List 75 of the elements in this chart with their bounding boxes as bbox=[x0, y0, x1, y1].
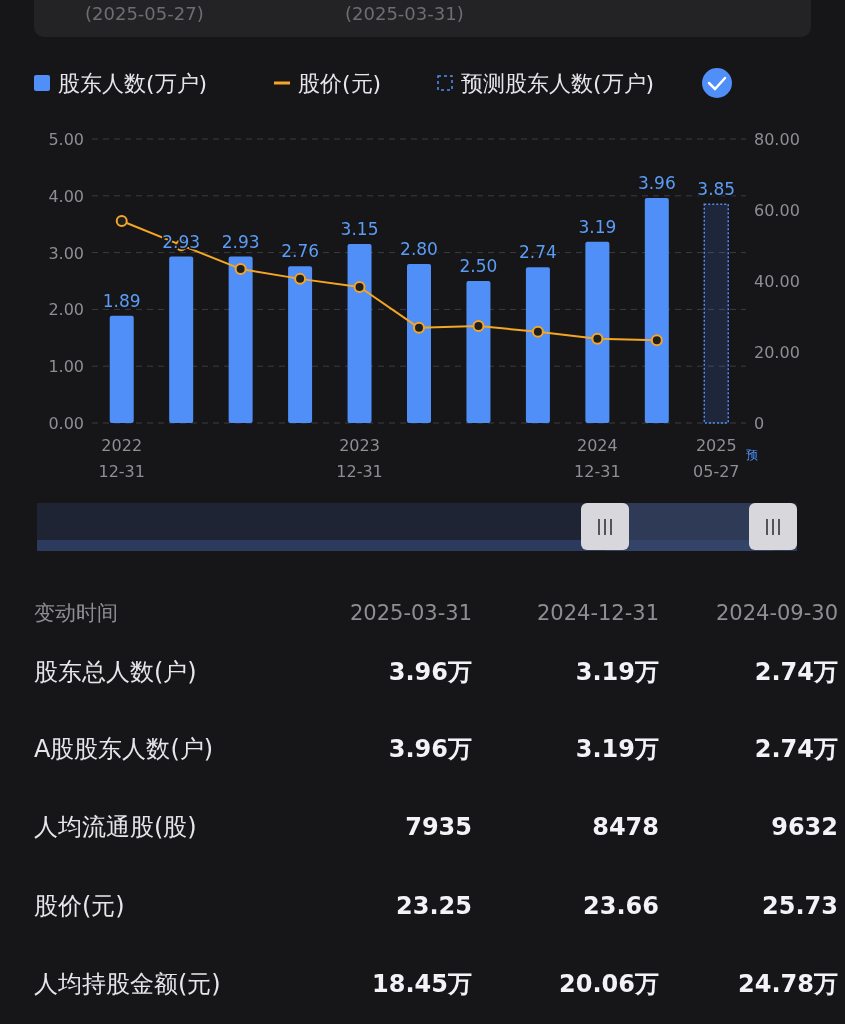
bar bbox=[228, 256, 253, 423]
data-label: 3.15 bbox=[340, 219, 379, 240]
bar bbox=[109, 315, 134, 423]
bar bbox=[525, 267, 550, 423]
data-label: 2.50 bbox=[459, 256, 498, 276]
data-label: 3.96 bbox=[637, 173, 676, 194]
text: 2.74万 bbox=[754, 735, 838, 763]
point bbox=[650, 334, 663, 347]
data-label: 3.19 bbox=[578, 216, 617, 237]
point bbox=[353, 281, 366, 294]
y2-tick-label: 60.00 bbox=[754, 201, 800, 220]
bar bbox=[407, 263, 431, 423]
text: 23.66 bbox=[583, 892, 659, 920]
bar bbox=[347, 244, 372, 423]
point bbox=[234, 262, 247, 275]
text: 18.45万 bbox=[372, 970, 472, 998]
category-label: 2024-12-31 bbox=[536, 601, 659, 625]
text: 3.19万 bbox=[575, 658, 659, 686]
data-label: 2.76 bbox=[281, 241, 320, 262]
point bbox=[115, 215, 128, 228]
data-label: 2.74 bbox=[518, 242, 557, 263]
bar bbox=[466, 281, 491, 423]
category-label: 股东总人数(户) bbox=[34, 658, 197, 686]
bar bbox=[585, 241, 610, 423]
category-label: A股股东人数(户) bbox=[34, 735, 214, 763]
text: (2025-05-27) bbox=[85, 3, 204, 24]
category-label: 2024-09-30 bbox=[715, 601, 838, 625]
data-label: 2.93 bbox=[221, 231, 260, 252]
text: 24.78万 bbox=[738, 970, 838, 998]
point bbox=[531, 325, 544, 338]
bar bbox=[169, 256, 194, 423]
category-label: 股价(元) bbox=[34, 892, 125, 920]
category-label: 人均持股金额(元) bbox=[34, 970, 221, 998]
data-label: 1.89 bbox=[102, 290, 141, 311]
text: 20.06万 bbox=[559, 970, 659, 998]
x-tick-label: 2023 12-31 bbox=[336, 436, 383, 481]
legend-label: 股价(元) bbox=[298, 71, 382, 96]
text: (2025-03-31) bbox=[345, 3, 464, 24]
bar bbox=[644, 198, 669, 423]
text: 3.19万 bbox=[575, 735, 659, 763]
y2-tick-label: 80.00 bbox=[754, 130, 800, 149]
text: 3.96万 bbox=[388, 735, 472, 763]
y-tick-label: 5.00 bbox=[48, 130, 84, 149]
text: 9632 bbox=[771, 813, 838, 841]
legend-label: 股东人数(万户) bbox=[58, 71, 208, 96]
text: 7935 bbox=[405, 813, 472, 841]
bar bbox=[288, 266, 313, 423]
x-tick-label: 2024 12-31 bbox=[574, 436, 621, 481]
y-tick-label: 3.00 bbox=[48, 243, 84, 263]
y-tick-label: 2.00 bbox=[48, 300, 84, 320]
data-label: 2.80 bbox=[400, 238, 438, 259]
y2-tick-label: 40.00 bbox=[754, 272, 800, 291]
category-label: 2025-03-31 bbox=[349, 601, 472, 625]
y-tick-label: 4.00 bbox=[48, 186, 84, 206]
point bbox=[472, 320, 485, 333]
text: 25.73 bbox=[762, 892, 838, 920]
y2-tick-label: 0 bbox=[754, 414, 765, 433]
point bbox=[591, 332, 604, 345]
text: 3.96万 bbox=[388, 658, 472, 686]
category-label: 人均流通股(股) bbox=[34, 813, 197, 841]
point bbox=[294, 272, 307, 285]
legend-label: 预测股东人数(万户) bbox=[461, 71, 655, 96]
x-tick-label: 2025 05-27 bbox=[693, 436, 740, 481]
y2-tick-label: 20.00 bbox=[754, 343, 800, 362]
point bbox=[413, 321, 425, 334]
text: 2.74万 bbox=[754, 658, 838, 686]
bar bbox=[703, 203, 730, 424]
y-tick-label: 1.00 bbox=[48, 357, 84, 377]
text: 变动时间 bbox=[34, 601, 118, 625]
text: 8478 bbox=[592, 813, 659, 841]
text: 23.25 bbox=[396, 892, 472, 920]
x-tick-label: 2022 12-31 bbox=[98, 436, 145, 481]
text: 预 bbox=[746, 448, 759, 462]
data-label: 3.85 bbox=[697, 179, 736, 200]
y-tick-label: 0.00 bbox=[48, 414, 84, 433]
